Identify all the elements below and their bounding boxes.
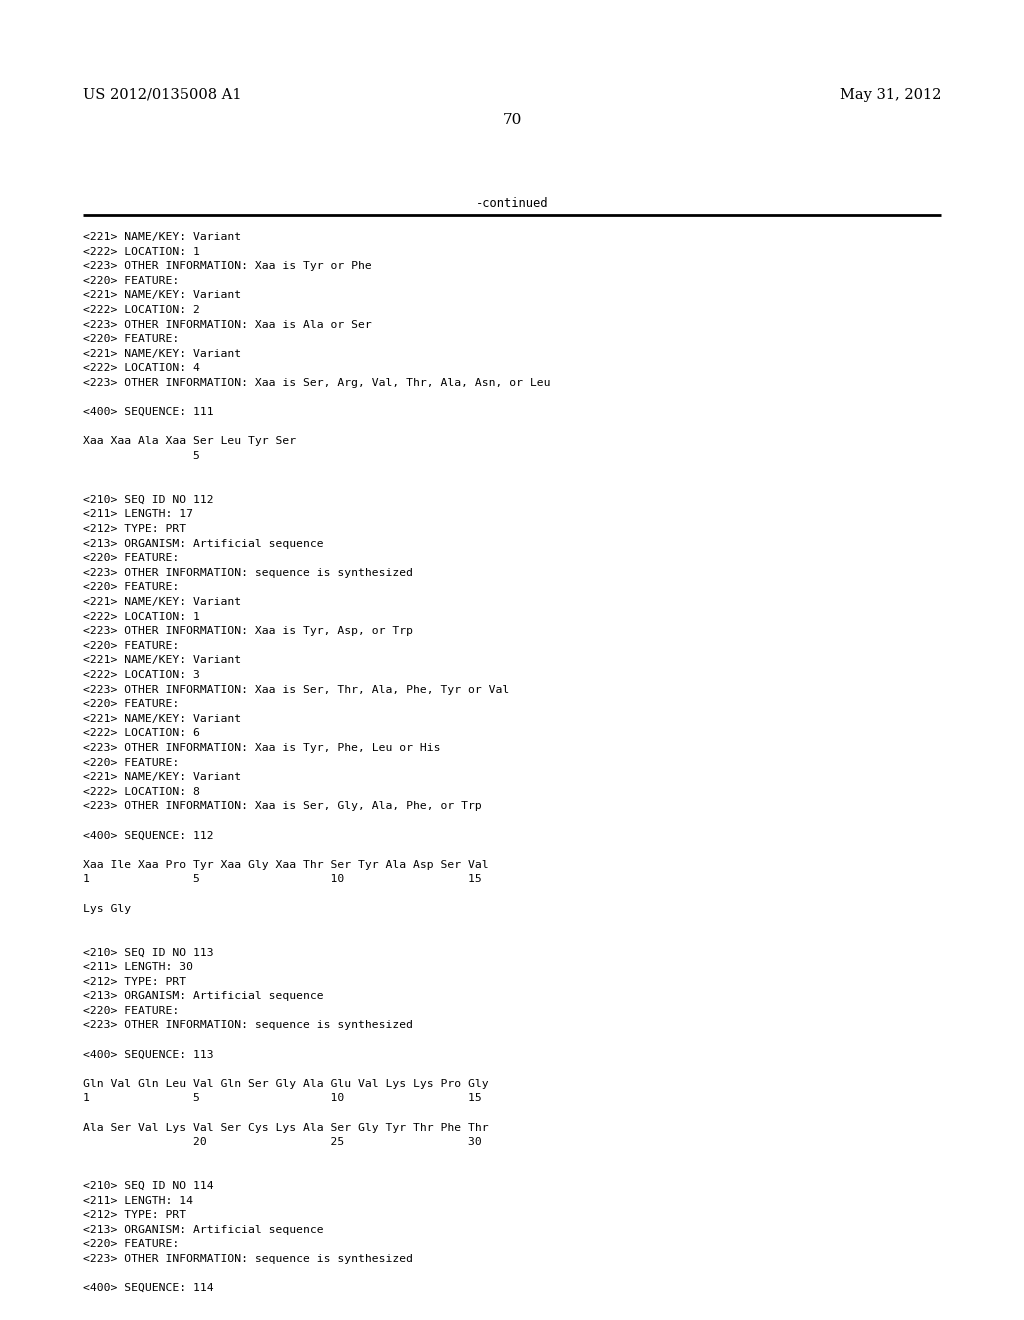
Text: <400> SEQUENCE: 112: <400> SEQUENCE: 112 bbox=[83, 830, 214, 841]
Text: <213> ORGANISM: Artificial sequence: <213> ORGANISM: Artificial sequence bbox=[83, 539, 324, 549]
Text: 20                  25                  30: 20 25 30 bbox=[83, 1138, 481, 1147]
Text: 1               5                   10                  15: 1 5 10 15 bbox=[83, 1093, 481, 1104]
Text: <400> SEQUENCE: 113: <400> SEQUENCE: 113 bbox=[83, 1049, 214, 1060]
Text: <221> NAME/KEY: Variant: <221> NAME/KEY: Variant bbox=[83, 714, 241, 723]
Text: <223> OTHER INFORMATION: Xaa is Tyr, Asp, or Trp: <223> OTHER INFORMATION: Xaa is Tyr, Asp… bbox=[83, 626, 413, 636]
Text: <212> TYPE: PRT: <212> TYPE: PRT bbox=[83, 524, 186, 535]
Text: 5: 5 bbox=[83, 451, 200, 461]
Text: -continued: -continued bbox=[476, 197, 548, 210]
Text: <220> FEATURE:: <220> FEATURE: bbox=[83, 700, 179, 709]
Text: May 31, 2012: May 31, 2012 bbox=[840, 88, 941, 102]
Text: <212> TYPE: PRT: <212> TYPE: PRT bbox=[83, 977, 186, 986]
Text: <210> SEQ ID NO 114: <210> SEQ ID NO 114 bbox=[83, 1181, 214, 1191]
Text: <220> FEATURE:: <220> FEATURE: bbox=[83, 1239, 179, 1250]
Text: <223> OTHER INFORMATION: sequence is synthesized: <223> OTHER INFORMATION: sequence is syn… bbox=[83, 1020, 413, 1031]
Text: <223> OTHER INFORMATION: Xaa is Tyr or Phe: <223> OTHER INFORMATION: Xaa is Tyr or P… bbox=[83, 261, 372, 271]
Text: <223> OTHER INFORMATION: Xaa is Ala or Ser: <223> OTHER INFORMATION: Xaa is Ala or S… bbox=[83, 319, 372, 330]
Text: Xaa Xaa Ala Xaa Ser Leu Tyr Ser: Xaa Xaa Ala Xaa Ser Leu Tyr Ser bbox=[83, 437, 296, 446]
Text: <400> SEQUENCE: 111: <400> SEQUENCE: 111 bbox=[83, 407, 214, 417]
Text: Xaa Ile Xaa Pro Tyr Xaa Gly Xaa Thr Ser Tyr Ala Asp Ser Val: Xaa Ile Xaa Pro Tyr Xaa Gly Xaa Thr Ser … bbox=[83, 859, 488, 870]
Text: <222> LOCATION: 2: <222> LOCATION: 2 bbox=[83, 305, 200, 315]
Text: <223> OTHER INFORMATION: sequence is synthesized: <223> OTHER INFORMATION: sequence is syn… bbox=[83, 1254, 413, 1265]
Text: <222> LOCATION: 1: <222> LOCATION: 1 bbox=[83, 611, 200, 622]
Text: <221> NAME/KEY: Variant: <221> NAME/KEY: Variant bbox=[83, 232, 241, 242]
Text: <220> FEATURE:: <220> FEATURE: bbox=[83, 640, 179, 651]
Text: <221> NAME/KEY: Variant: <221> NAME/KEY: Variant bbox=[83, 348, 241, 359]
Text: <222> LOCATION: 1: <222> LOCATION: 1 bbox=[83, 247, 200, 256]
Text: <223> OTHER INFORMATION: Xaa is Ser, Gly, Ala, Phe, or Trp: <223> OTHER INFORMATION: Xaa is Ser, Gly… bbox=[83, 801, 481, 812]
Text: <221> NAME/KEY: Variant: <221> NAME/KEY: Variant bbox=[83, 656, 241, 665]
Text: <213> ORGANISM: Artificial sequence: <213> ORGANISM: Artificial sequence bbox=[83, 1225, 324, 1234]
Text: <220> FEATURE:: <220> FEATURE: bbox=[83, 334, 179, 345]
Text: <212> TYPE: PRT: <212> TYPE: PRT bbox=[83, 1210, 186, 1220]
Text: <223> OTHER INFORMATION: sequence is synthesized: <223> OTHER INFORMATION: sequence is syn… bbox=[83, 568, 413, 578]
Text: <211> LENGTH: 14: <211> LENGTH: 14 bbox=[83, 1196, 193, 1205]
Text: <222> LOCATION: 6: <222> LOCATION: 6 bbox=[83, 729, 200, 738]
Text: Ala Ser Val Lys Val Ser Cys Lys Ala Ser Gly Tyr Thr Phe Thr: Ala Ser Val Lys Val Ser Cys Lys Ala Ser … bbox=[83, 1122, 488, 1133]
Text: <213> ORGANISM: Artificial sequence: <213> ORGANISM: Artificial sequence bbox=[83, 991, 324, 1001]
Text: <220> FEATURE:: <220> FEATURE: bbox=[83, 758, 179, 768]
Text: <220> FEATURE:: <220> FEATURE: bbox=[83, 553, 179, 564]
Text: <211> LENGTH: 30: <211> LENGTH: 30 bbox=[83, 962, 193, 972]
Text: <223> OTHER INFORMATION: Xaa is Ser, Thr, Ala, Phe, Tyr or Val: <223> OTHER INFORMATION: Xaa is Ser, Thr… bbox=[83, 685, 509, 694]
Text: <210> SEQ ID NO 113: <210> SEQ ID NO 113 bbox=[83, 948, 214, 957]
Text: US 2012/0135008 A1: US 2012/0135008 A1 bbox=[83, 88, 242, 102]
Text: <223> OTHER INFORMATION: Xaa is Tyr, Phe, Leu or His: <223> OTHER INFORMATION: Xaa is Tyr, Phe… bbox=[83, 743, 440, 752]
Text: <220> FEATURE:: <220> FEATURE: bbox=[83, 582, 179, 593]
Text: <220> FEATURE:: <220> FEATURE: bbox=[83, 1006, 179, 1016]
Text: <222> LOCATION: 8: <222> LOCATION: 8 bbox=[83, 787, 200, 797]
Text: <221> NAME/KEY: Variant: <221> NAME/KEY: Variant bbox=[83, 290, 241, 301]
Text: <210> SEQ ID NO 112: <210> SEQ ID NO 112 bbox=[83, 495, 214, 504]
Text: <211> LENGTH: 17: <211> LENGTH: 17 bbox=[83, 510, 193, 519]
Text: 70: 70 bbox=[503, 114, 521, 127]
Text: 1               5                   10                  15: 1 5 10 15 bbox=[83, 874, 481, 884]
Text: <223> OTHER INFORMATION: Xaa is Ser, Arg, Val, Thr, Ala, Asn, or Leu: <223> OTHER INFORMATION: Xaa is Ser, Arg… bbox=[83, 378, 551, 388]
Text: Lys Gly: Lys Gly bbox=[83, 904, 131, 913]
Text: <222> LOCATION: 3: <222> LOCATION: 3 bbox=[83, 671, 200, 680]
Text: <400> SEQUENCE: 114: <400> SEQUENCE: 114 bbox=[83, 1283, 214, 1294]
Text: <221> NAME/KEY: Variant: <221> NAME/KEY: Variant bbox=[83, 597, 241, 607]
Text: Gln Val Gln Leu Val Gln Ser Gly Ala Glu Val Lys Lys Pro Gly: Gln Val Gln Leu Val Gln Ser Gly Ala Glu … bbox=[83, 1078, 488, 1089]
Text: <220> FEATURE:: <220> FEATURE: bbox=[83, 276, 179, 286]
Text: <221> NAME/KEY: Variant: <221> NAME/KEY: Variant bbox=[83, 772, 241, 783]
Text: <222> LOCATION: 4: <222> LOCATION: 4 bbox=[83, 363, 200, 374]
